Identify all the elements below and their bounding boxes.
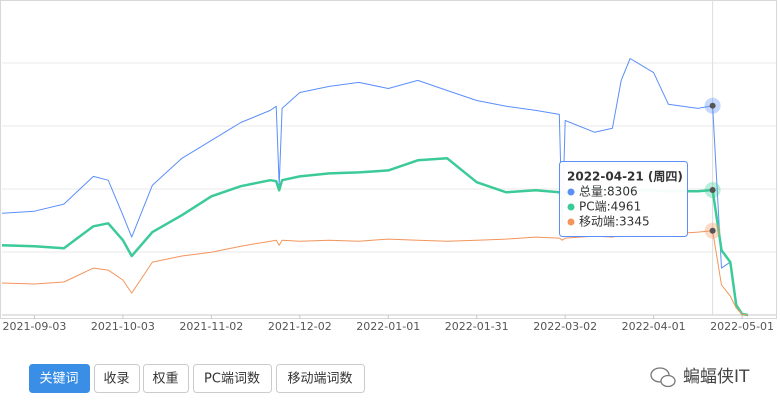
hover-dot — [709, 227, 716, 234]
tooltip-dot — [567, 203, 575, 211]
x-tick-label: 2022-05-01 — [710, 320, 774, 333]
tooltip-title: 2022-04-21 (周四) — [567, 170, 683, 184]
tooltip-dot — [567, 218, 575, 226]
chart-frame — [0, 0, 777, 319]
tooltip-item: PC端:4961 — [579, 200, 641, 214]
button-bg — [143, 364, 189, 393]
button-bg — [94, 364, 140, 393]
button-label: 关键词 — [39, 372, 78, 387]
x-tick-label: 2021-11-02 — [179, 320, 243, 333]
tooltip-item: 总量:8306 — [579, 185, 638, 199]
button-label: 权重 — [152, 371, 178, 387]
tab-button[interactable]: PC端词数 — [193, 364, 272, 393]
button-bg — [276, 364, 365, 393]
button-label: 收录 — [103, 372, 129, 387]
button-label: PC端词数 — [204, 372, 260, 387]
button-bg — [29, 364, 90, 393]
x-tick-label: 2022-03-02 — [533, 320, 597, 333]
watermark-text: 蝙蝠侠IT — [683, 367, 750, 387]
hover-dot — [709, 186, 716, 193]
button-label: 移动端词数 — [287, 372, 352, 387]
hover-dot — [709, 102, 716, 109]
button-bg — [193, 364, 272, 393]
watermark: 蝙蝠侠IT — [650, 367, 750, 388]
series-line — [1, 58, 749, 316]
x-tick-label: 2022-01-31 — [445, 320, 509, 333]
x-tick-label: 2022-01-01 — [356, 320, 420, 333]
x-tick-label: 2022-04-01 — [622, 320, 686, 333]
tooltip-box — [559, 161, 688, 237]
tooltip-item: 移动端:3345 — [579, 215, 650, 229]
tab-button[interactable]: 权重 — [143, 364, 189, 393]
tab-button[interactable]: 移动端词数 — [276, 364, 365, 393]
x-tick-label: 2021-10-03 — [91, 320, 155, 333]
wechat-icon — [660, 374, 676, 388]
tab-button[interactable]: 关键词 — [29, 364, 90, 393]
x-tick-label: 2021-12-02 — [268, 320, 332, 333]
x-tick-label: 2021-09-03 — [2, 320, 66, 333]
tab-button[interactable]: 收录 — [94, 364, 140, 393]
series-line — [1, 230, 749, 316]
tooltip-dot — [567, 188, 575, 196]
